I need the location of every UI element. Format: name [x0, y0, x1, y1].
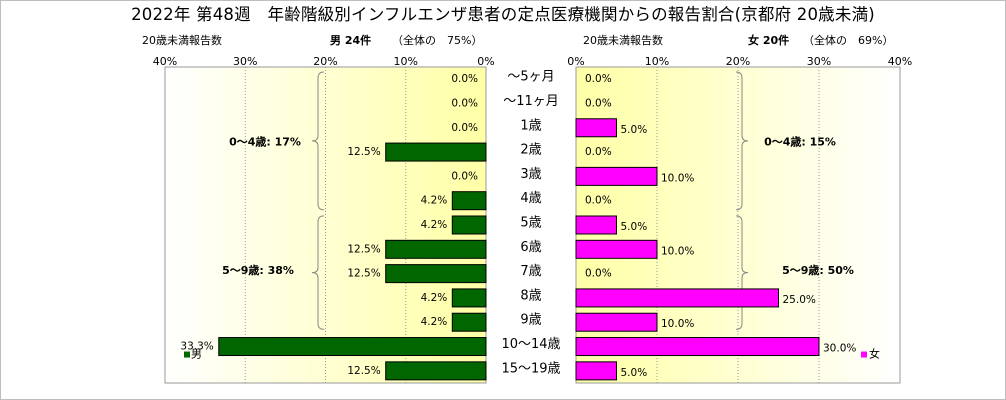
female-legend-label: 女 [869, 347, 880, 361]
female-value-label: 10.0% [661, 245, 694, 257]
category-label: 3歳 [520, 167, 541, 182]
male-value-label: 12.5% [347, 243, 380, 255]
female-bar [575, 239, 658, 259]
male-legend-label: 男 [191, 348, 202, 361]
male-bar [451, 215, 487, 235]
female-value-label: 5.0% [621, 221, 648, 233]
male-value-label: 12.5% [347, 365, 380, 377]
category-label: 8歳 [520, 288, 541, 303]
female-count-label: 女 20件 [748, 33, 789, 47]
male-value-label: 33.3% [180, 341, 213, 353]
male-legend-swatch [184, 351, 190, 358]
male-bar [385, 361, 487, 381]
male-bracket-5-9 [311, 215, 325, 330]
female-value-label: 30.0% [823, 343, 856, 355]
male-axis-caption: 20歳未満報告数 [142, 34, 222, 47]
male-x-tick-label: 0% [477, 55, 494, 68]
female-bar [575, 288, 779, 308]
male-x-tick-label: 20% [313, 55, 337, 68]
male-group-label-0-4: 0～4歳: 17% [229, 134, 301, 148]
female-x-tick-label: 40% [888, 55, 912, 68]
chart-title: 2022年 第48週 年齢階級別インフルエンザ患者の定点医療機関からの報告割合(… [131, 5, 875, 24]
category-label: 4歳 [520, 191, 541, 206]
female-value-label: 10.0% [661, 318, 694, 330]
category-label: 15～19歳 [501, 361, 560, 376]
male-bar [451, 191, 487, 211]
female-bracket-5-9 [735, 215, 749, 330]
female-value-label: 10.0% [661, 172, 694, 184]
female-value-label: 5.0% [621, 124, 648, 136]
female-value-label: 0.0% [585, 146, 612, 158]
category-label: 2歳 [520, 143, 541, 158]
male-share-label: （全体の 75%） [392, 33, 482, 47]
male-value-label: 4.2% [421, 219, 448, 231]
male-value-label: 4.2% [421, 195, 448, 207]
female-value-label: 0.0% [585, 268, 612, 280]
male-value-label: 0.0% [451, 122, 478, 134]
category-label: 9歳 [520, 313, 541, 328]
female-bar [575, 166, 658, 186]
female-bar [575, 215, 617, 235]
female-group-label-5-9: 5～9歳: 50% [782, 263, 854, 277]
male-value-label: 4.2% [421, 316, 448, 328]
female-bar [575, 118, 617, 138]
category-label: ～5ヶ月 [507, 70, 554, 85]
male-value-label: 12.5% [347, 146, 380, 158]
male-bar [451, 288, 487, 308]
female-bar [575, 337, 820, 357]
female-axis-caption: 20歳未満報告数 [583, 34, 663, 47]
female-value-label: 5.0% [621, 367, 648, 379]
female-group-label-0-4: 0～4歳: 15% [764, 134, 836, 148]
male-bar [385, 264, 487, 284]
female-value-label: 0.0% [585, 73, 612, 85]
female-value-label: 0.0% [585, 195, 612, 207]
category-label: 10～14歳 [501, 337, 560, 352]
female-x-tick-label: 30% [807, 55, 831, 68]
female-bar [575, 312, 658, 332]
male-bar [385, 142, 487, 162]
male-x-tick-label: 10% [394, 55, 418, 68]
male-x-tick-label: 30% [233, 55, 257, 68]
female-value-label: 25.0% [783, 294, 816, 306]
category-label: 1歳 [520, 118, 541, 133]
male-bracket-0-4 [311, 71, 325, 211]
female-share-label: （全体の 69%） [803, 33, 893, 47]
female-x-tick-label: 20% [726, 55, 750, 68]
female-bracket-0-4 [735, 71, 749, 211]
female-bar [575, 361, 617, 381]
male-value-label: 0.0% [451, 97, 478, 109]
male-bar [385, 239, 487, 259]
female-legend-swatch [861, 351, 867, 358]
female-value-label: 0.0% [585, 97, 612, 109]
male-plot-area [165, 67, 486, 383]
male-value-label: 0.0% [451, 73, 478, 85]
category-label: ～11ヶ月 [503, 94, 559, 109]
category-label: 7歳 [520, 264, 541, 279]
male-x-tick-label: 40% [153, 55, 177, 68]
male-value-label: 12.5% [347, 268, 380, 280]
male-value-label: 4.2% [421, 292, 448, 304]
male-count-label: 男 24件 [330, 33, 371, 47]
male-bar [451, 312, 487, 332]
category-label: 6歳 [520, 240, 541, 255]
male-bar [218, 337, 487, 357]
female-x-tick-label: 10% [645, 55, 669, 68]
male-value-label: 0.0% [451, 170, 478, 182]
male-group-label-5-9: 5～9歳: 38% [222, 263, 294, 277]
category-label: 5歳 [520, 216, 541, 231]
female-x-tick-label: 0% [567, 55, 584, 68]
